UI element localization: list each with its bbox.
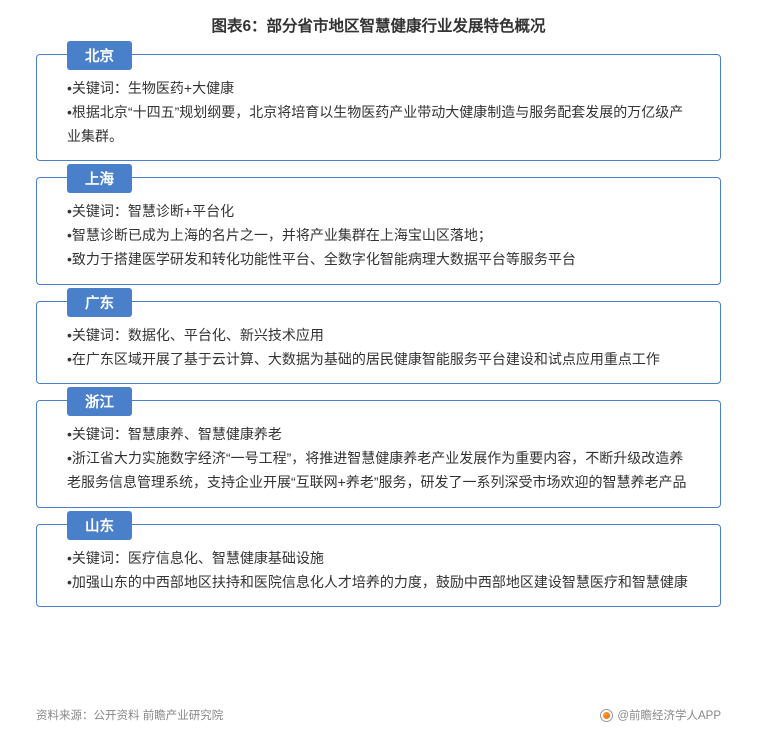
region-card-body: •关键词：智慧诊断+平台化•智慧诊断已成为上海的名片之一，并将产业集群在上海宝山… [61,200,696,271]
region-card: 北京•关键词：生物医药+大健康•根据北京“十四五”规划纲要，北京将培育以生物医药… [36,54,721,161]
region-card-header: 广东 [67,288,132,317]
bullet-item: •关键词：数据化、平台化、新兴技术应用 [61,324,696,348]
footer-app-name: @前瞻经济学人APP [617,707,721,723]
region-card-body: •关键词：智慧康养、智慧健康养老•浙江省大力实施数字经济“一号工程”，将推进智慧… [61,423,696,494]
bullet-item: •关键词：智慧诊断+平台化 [61,200,696,224]
region-card-body: •关键词：数据化、平台化、新兴技术应用•在广东区域开展了基于云计算、大数据为基础… [61,324,696,372]
region-card: 上海•关键词：智慧诊断+平台化•智慧诊断已成为上海的名片之一，并将产业集群在上海… [36,177,721,284]
bullet-item: •关键词：生物医药+大健康 [61,77,696,101]
bullet-item: •关键词：智慧康养、智慧健康养老 [61,423,696,447]
region-card-header: 上海 [67,164,132,193]
region-card: 广东•关键词：数据化、平台化、新兴技术应用•在广东区域开展了基于云计算、大数据为… [36,301,721,385]
bullet-item: •关键词：医疗信息化、智慧健康基础设施 [61,547,696,571]
logo-icon [600,709,613,722]
footer-attribution: @前瞻经济学人APP [600,707,721,723]
bullet-item: •致力于搭建医学研发和转化功能性平台、全数字化智能病理大数据平台等服务平台 [61,248,696,272]
footer: 资料来源：公开资料 前瞻产业研究院 @前瞻经济学人APP [36,707,721,723]
bullet-item: •智慧诊断已成为上海的名片之一，并将产业集群在上海宝山区落地； [61,224,696,248]
bullet-item: •根据北京“十四五”规划纲要，北京将培育以生物医药产业带动大健康制造与服务配套发… [61,101,696,149]
region-card-header: 山东 [67,511,132,540]
region-card-body: •关键词：医疗信息化、智慧健康基础设施•加强山东的中西部地区扶持和医院信息化人才… [61,547,696,595]
region-card: 山东•关键词：医疗信息化、智慧健康基础设施•加强山东的中西部地区扶持和医院信息化… [36,524,721,608]
chart-title: 图表6：部分省市地区智慧健康行业发展特色概况 [36,14,721,36]
region-card-header: 北京 [67,41,132,70]
region-card: 浙江•关键词：智慧康养、智慧健康养老•浙江省大力实施数字经济“一号工程”，将推进… [36,400,721,507]
bullet-item: •浙江省大力实施数字经济“一号工程”，将推进智慧健康养老产业发展作为重要内容，不… [61,447,696,495]
bullet-item: •加强山东的中西部地区扶持和医院信息化人才培养的力度，鼓励中西部地区建设智慧医疗… [61,571,696,595]
region-card-header: 浙江 [67,387,132,416]
bullet-item: •在广东区域开展了基于云计算、大数据为基础的居民健康智能服务平台建设和试点应用重… [61,348,696,372]
footer-source: 资料来源：公开资料 前瞻产业研究院 [36,707,223,723]
region-card-body: •关键词：生物医药+大健康•根据北京“十四五”规划纲要，北京将培育以生物医药产业… [61,77,696,148]
cards-container: 北京•关键词：生物医药+大健康•根据北京“十四五”规划纲要，北京将培育以生物医药… [36,54,721,607]
